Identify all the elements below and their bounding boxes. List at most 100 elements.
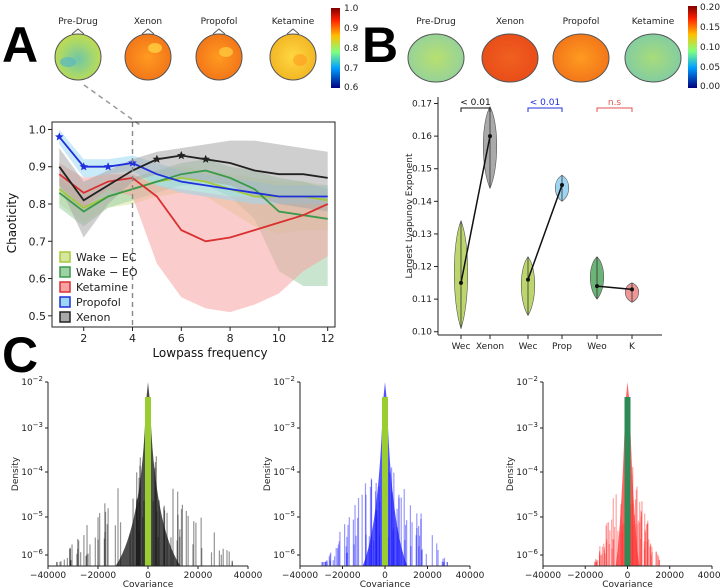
topomaps-a: Pre-Drug Xenon Propofol Ketamine 1.0 0.9… <box>54 4 359 93</box>
c-y-tick-label-1-1: 10−3 <box>273 421 295 434</box>
colorbar-b-tick-1: 0.15 <box>700 23 720 33</box>
c-x-tick-label-2-3: 20000 <box>655 571 684 581</box>
c-x-tick-label-2-1: −20000 <box>567 571 603 581</box>
x-tick-label-0: 2 <box>80 332 87 345</box>
series-line-1 <box>58 169 328 220</box>
c-y-tick-label-0-0: 10−2 <box>21 375 43 388</box>
c-y-tick-label-1-2: 10−4 <box>273 465 295 478</box>
hist-center-2 <box>624 397 631 566</box>
colorbar-a-tick-3: 0.7 <box>344 64 358 74</box>
c-x-tick-label-2-0: −40000 <box>525 571 561 581</box>
c-x-tick-label-1-2: 0 <box>382 571 388 581</box>
topomap-label-a-3: Ketamine <box>272 17 315 27</box>
legend-swatch-1 <box>59 266 71 278</box>
axes-frame <box>51 121 336 328</box>
b-y-tick-label-4: 0.14 <box>412 197 432 207</box>
topomap-b-xenon <box>481 33 539 83</box>
colorbar-a-tick-2: 0.8 <box>344 44 359 54</box>
sig-label-2: n.s <box>608 98 622 108</box>
c-y-tick-label-2-3: 10−5 <box>516 510 538 523</box>
c-x-tick-label-1-0: −40000 <box>282 571 318 581</box>
c-ylabel-2: Density <box>506 456 516 491</box>
legend-label-1: Wake − EO <box>76 266 138 279</box>
topomap-b-propofol <box>552 33 610 83</box>
topomap-label-a-0: Pre-Drug <box>58 17 98 27</box>
legend-label-3: Propofol <box>76 296 121 309</box>
topomap-label-a-2: Propofol <box>201 17 238 27</box>
sig-bracket-2 <box>596 107 633 112</box>
c-ylabel-1: Density <box>263 456 273 491</box>
legend-swatch-3 <box>59 296 71 308</box>
y-tick-label-2: 0.7 <box>29 235 47 248</box>
sig-bracket-1 <box>527 107 563 112</box>
series-line-2 <box>58 173 329 243</box>
panel-letter-b: B <box>362 17 398 73</box>
b-y-tick-label-0: 0.10 <box>412 328 432 338</box>
series-line-4 <box>58 154 328 202</box>
topomap-label-a-1: Xenon <box>134 17 162 27</box>
hist-center-1 <box>382 397 388 566</box>
topomap-b-predrug <box>407 33 465 83</box>
chart-b: 0.10 0.11 0.12 0.13 0.14 0.15 0.16 0.17 Wec Xenon… <box>412 97 662 352</box>
legend-label-2: Ketamine <box>76 281 128 294</box>
topomap-label-b-0: Pre-Drug <box>416 17 456 27</box>
topomap-label-b-1: Xenon <box>496 17 524 27</box>
x-tick-label-5: 12 <box>321 332 335 345</box>
topomap-label-b-2: Propofol <box>563 17 600 27</box>
panel-letter-c: C <box>2 327 38 383</box>
topomap-connector-line <box>83 84 141 126</box>
c-y-tick-label-0-1: 10−3 <box>21 421 43 434</box>
c-x-tick-label-0-0: −40000 <box>30 571 66 581</box>
c-x-tick-label-0-4: 40000 <box>234 571 263 581</box>
b-x-tick-label-3: Prop <box>552 342 572 352</box>
paired-mean-line-2 <box>596 285 633 291</box>
c-y-tick-label-0-4: 10−6 <box>21 548 43 561</box>
colorbar-a <box>331 8 340 88</box>
b-x-tick-label-4: Weo <box>587 342 607 352</box>
sig-label-0: < 0.01 <box>460 98 490 108</box>
chart-a-xlabel: Lowpass frequency <box>152 346 267 360</box>
c-y-tick-label-1-0: 10−2 <box>273 375 295 388</box>
topomap-a-propofol <box>195 28 243 81</box>
x-tick-label-2: 6 <box>178 332 185 345</box>
b-x-tick-label-5: K <box>629 342 636 352</box>
c-y-tick-label-2-4: 10−6 <box>516 548 538 561</box>
c-xlabel-1: Covariance <box>360 580 411 587</box>
b-y-tick-label-7: 0.17 <box>412 100 432 110</box>
c-ylabel-0: Density <box>11 456 21 491</box>
colorbar-b-tick-0: 0.20 <box>700 3 720 13</box>
c-x-tick-label-1-4: 40000 <box>456 571 485 581</box>
sig-bracket-0 <box>460 107 491 112</box>
c-y-tick-label-1-4: 10−6 <box>273 548 295 561</box>
c-y-tick-label-1-3: 10−5 <box>273 510 295 523</box>
chart-c: 10−2 10−3 10−4 10−5 10−6 −40000 −20000 0 20000 40… <box>11 375 720 587</box>
c-y-tick-label-2-0: 10−2 <box>516 375 538 388</box>
c-xlabel-2: Covariance <box>602 580 653 587</box>
colorbar-b-tick-2: 0.10 <box>700 43 720 53</box>
x-tick-label-3: 8 <box>227 332 234 345</box>
panel-letter-a: A <box>2 17 38 73</box>
colorbar-b-tick-4: 0.00 <box>700 82 720 92</box>
legend-swatch-0 <box>59 251 71 263</box>
xenon-star-2 <box>201 154 210 163</box>
topomaps-b: Pre-Drug Xenon Propofol Ketamine 0.20 0.… <box>407 3 720 92</box>
b-x-tick-label-2: Wec <box>519 342 538 352</box>
colorbar-a-tick-0: 1.0 <box>344 4 359 14</box>
b-y-tick-label-5: 0.15 <box>412 165 432 175</box>
c-y-tick-label-2-1: 10−3 <box>516 421 538 434</box>
topomap-a-ketamine <box>269 28 317 81</box>
series-line-3 <box>58 136 328 198</box>
propofol-star-0 <box>55 132 64 141</box>
x-tick-label-1: 4 <box>129 332 136 345</box>
x-tick-label-4: 10 <box>272 332 286 345</box>
topomap-a-predrug <box>54 28 102 81</box>
c-y-tick-label-2-2: 10−4 <box>516 465 538 478</box>
hist-center-0 <box>145 397 151 566</box>
colorbar-a-tick-1: 0.9 <box>344 24 359 34</box>
y-tick-label-4: 0.9 <box>29 161 47 174</box>
topomap-label-b-3: Ketamine <box>632 17 675 27</box>
chart-b-ylabel: Largest Lyapunov Exponent <box>405 153 415 278</box>
b-y-tick-label-2: 0.12 <box>412 263 432 273</box>
legend-label-0: Wake − EC <box>76 251 137 264</box>
